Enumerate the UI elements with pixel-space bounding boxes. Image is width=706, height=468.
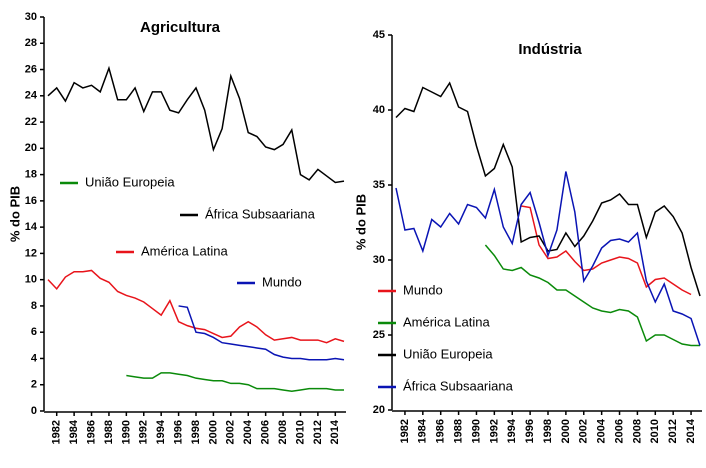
y-tick-label: 12 [25, 247, 37, 259]
legend-label: América Latina [141, 243, 228, 258]
y-tick-label: 40 [373, 104, 385, 116]
y-tick-label: 20 [25, 142, 37, 154]
y-tick-label: 30 [25, 11, 37, 23]
series-line [484, 244, 700, 347]
x-tick-label: 1996 [172, 420, 184, 444]
y-tick-label: 4 [31, 352, 38, 364]
x-tick-label: 2014 [685, 418, 697, 443]
series-line [395, 171, 701, 346]
series-line [47, 269, 345, 344]
y-tick-label: 8 [31, 300, 37, 312]
x-tick-label: 1984 [68, 419, 80, 444]
x-tick-label: 1998 [190, 420, 202, 444]
y-tick-label: 2 [31, 379, 37, 391]
y-tick-label: 30 [373, 254, 385, 266]
x-tick-label: 1986 [85, 420, 97, 444]
x-tick-label: 2006 [613, 419, 625, 443]
chart-title: Indústria [518, 41, 582, 58]
y-axis-label: % do PIB [353, 194, 368, 250]
x-tick-label: 1996 [524, 419, 536, 443]
x-tick-label: 2000 [560, 419, 572, 443]
x-tick-label: 1994 [506, 418, 518, 443]
x-tick-label: 1992 [138, 420, 150, 444]
legend-label: Mundo [262, 274, 302, 289]
y-tick-label: 22 [25, 116, 37, 128]
x-tick-label: 1990 [120, 420, 132, 444]
series-line [395, 81, 701, 297]
y-tick-label: 24 [25, 90, 38, 102]
legend-label: África Subsaariana [403, 378, 514, 393]
y-tick-label: 10 [25, 274, 37, 286]
y-tick-label: 0 [31, 405, 37, 417]
x-tick-label: 2004 [596, 418, 608, 443]
y-tick-label: 6 [31, 326, 37, 338]
x-tick-label: 1990 [470, 419, 482, 443]
x-tick-label: 2002 [225, 420, 237, 444]
legend-label: América Latina [403, 314, 490, 329]
x-tick-label: 2002 [578, 419, 590, 443]
x-tick-label: 1994 [155, 419, 167, 444]
x-tick-label: 2000 [207, 420, 219, 444]
y-tick-label: 18 [25, 169, 37, 181]
x-tick-label: 2008 [631, 419, 643, 443]
legend-label: União Europeia [403, 346, 493, 361]
y-tick-label: 25 [373, 329, 385, 341]
y-tick-label: 35 [373, 179, 385, 191]
y-tick-label: 45 [373, 29, 385, 41]
y-tick-label: 14 [25, 221, 38, 233]
series-line [178, 305, 345, 361]
y-axis-label: % do PIB [7, 186, 22, 242]
series-line [521, 205, 692, 296]
y-tick-label: 20 [373, 404, 385, 416]
x-tick-label: 1986 [435, 419, 447, 443]
x-tick-label: 1988 [103, 420, 115, 444]
series-line [126, 372, 344, 393]
x-tick-label: 2006 [260, 420, 272, 444]
x-tick-label: 1998 [542, 419, 554, 443]
legend-label: União Europeia [85, 174, 175, 189]
y-tick-label: 26 [25, 63, 37, 75]
x-tick-label: 2004 [242, 419, 254, 444]
legend-label: Mundo [403, 282, 443, 297]
legend-label: África Subsaariana [205, 206, 316, 221]
y-tick-label: 28 [25, 37, 37, 49]
y-tick-label: 16 [25, 195, 37, 207]
x-tick-label: 2010 [294, 420, 306, 444]
x-tick-label: 1982 [399, 419, 411, 443]
chart-title: Agricultura [140, 19, 221, 36]
x-tick-label: 1984 [417, 418, 429, 443]
x-tick-label: 2008 [277, 420, 289, 444]
series-line [47, 65, 345, 184]
x-tick-label: 2012 [312, 420, 324, 444]
x-tick-label: 1982 [51, 420, 63, 444]
x-tick-label: 1992 [488, 419, 500, 443]
x-tick-label: 2014 [329, 419, 341, 444]
x-tick-label: 2012 [667, 419, 679, 443]
x-tick-label: 2010 [649, 419, 661, 443]
x-tick-label: 1988 [452, 419, 464, 443]
